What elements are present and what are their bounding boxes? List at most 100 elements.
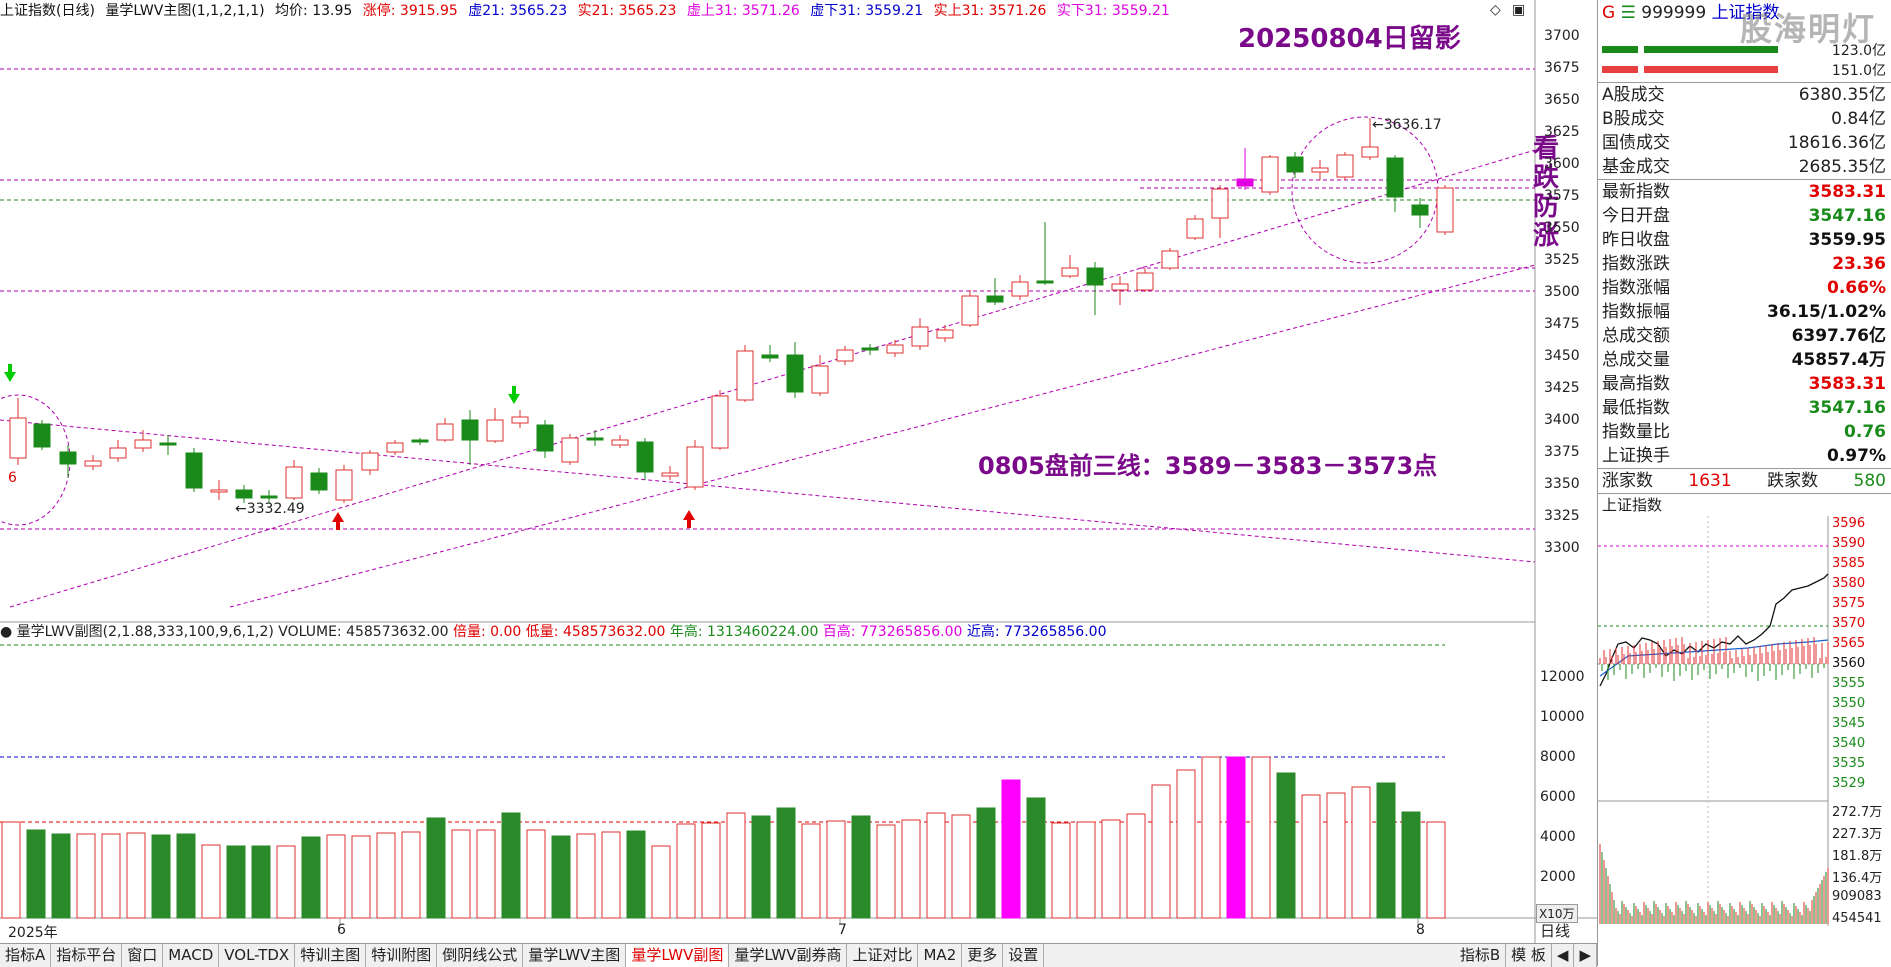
- scroll-right-button[interactable]: ▶: [1574, 944, 1597, 967]
- price-tick: 3375: [1544, 444, 1580, 460]
- volume-unit: X10万: [1536, 904, 1578, 923]
- candle: [1261, 156, 1279, 193]
- gear-icon[interactable]: ●: [0, 624, 13, 640]
- stock-name[interactable]: 上证指数: [1711, 3, 1780, 23]
- date-july: 7: [838, 922, 847, 938]
- price-tick: 3300: [1544, 540, 1580, 556]
- market-row-value: 2685.35亿: [1798, 157, 1886, 177]
- mini-price-tick: 3555: [1832, 676, 1866, 691]
- xuxia31: 虚下31: 3559.21: [810, 3, 924, 19]
- tab-template[interactable]: 模 板: [1506, 944, 1552, 967]
- index-name[interactable]: 上证指数(日线): [0, 3, 95, 19]
- avg-price: 均价: 13.95: [275, 3, 353, 19]
- volume-bar: [526, 829, 546, 919]
- date-august: 8: [1416, 922, 1425, 938]
- main-chart[interactable]: [0, 0, 1597, 943]
- tab-1[interactable]: 指标平台: [51, 944, 123, 967]
- price-tick: 3575: [1544, 188, 1580, 204]
- tab-14[interactable]: 设置: [1003, 944, 1045, 967]
- window-icon[interactable]: ▣: [1512, 2, 1526, 18]
- candle: [761, 354, 779, 359]
- mini-price-tick: 3545: [1832, 716, 1866, 731]
- volume-bar: [1176, 769, 1196, 919]
- candle: [310, 472, 328, 491]
- tab-8[interactable]: 量学LWV主图: [523, 944, 627, 967]
- market-row-value: 6380.35亿: [1798, 85, 1886, 105]
- period-label[interactable]: 日线: [1540, 922, 1571, 940]
- quote-row-value: 0.66%: [1827, 278, 1886, 298]
- tab-0[interactable]: 指标A: [0, 944, 52, 967]
- candle: [661, 472, 679, 477]
- tab-indicator-b[interactable]: 指标B: [1455, 944, 1507, 967]
- quote-row-label: 总成交量: [1602, 350, 1670, 370]
- tab-5[interactable]: 特训主图: [295, 944, 367, 967]
- quote-row: 指数量比 0.76: [1598, 420, 1891, 444]
- tab-6[interactable]: 特训附图: [366, 944, 438, 967]
- quote-row-value: 36.15/1.02%: [1767, 302, 1886, 322]
- limit-up: 涨停: 3915.95: [362, 3, 458, 19]
- tab-12[interactable]: MA2: [918, 944, 963, 967]
- candle: [536, 424, 554, 452]
- candle: [134, 439, 152, 449]
- tab-4[interactable]: VOL-TDX: [219, 944, 296, 967]
- quote-row: 指数涨幅 0.66%: [1598, 276, 1891, 300]
- quote-row-label: 指数涨跌: [1602, 254, 1670, 274]
- indicator-name[interactable]: 量学LWV主图(1,1,2,1,1): [105, 3, 265, 19]
- volume-bar: [1276, 772, 1296, 919]
- tab-7[interactable]: 倒阴线公式: [437, 944, 524, 967]
- tab-3[interactable]: MACD: [163, 944, 220, 967]
- candle: [936, 329, 954, 339]
- volume-bar: [501, 812, 521, 919]
- volume-bar: [726, 812, 746, 919]
- candle: [711, 395, 729, 449]
- small-value-2: 151.0亿: [1831, 63, 1886, 79]
- candle: [911, 326, 929, 347]
- down-label: 跌家数: [1767, 471, 1819, 491]
- candle: [335, 469, 353, 501]
- date-year: 2025年: [8, 925, 58, 941]
- diamond-icon[interactable]: ◇: [1490, 2, 1501, 18]
- volume-bar: [801, 823, 821, 919]
- stock-code[interactable]: 999999: [1641, 3, 1707, 23]
- mini-price-tick: 3550: [1832, 696, 1866, 711]
- mini-price-tick: 3529: [1832, 776, 1866, 791]
- candle: [1036, 280, 1054, 284]
- volume-bar: [76, 833, 96, 919]
- diliang-value: 低量: 458573632.00: [525, 624, 666, 640]
- candle: [33, 423, 51, 448]
- tab-11[interactable]: 上证对比: [847, 944, 919, 967]
- candle: [1311, 167, 1329, 173]
- scroll-left-button[interactable]: ◀: [1552, 944, 1575, 967]
- candle: [636, 441, 654, 473]
- candle: [1011, 281, 1029, 297]
- candle: [9, 417, 27, 459]
- tab-2[interactable]: 窗口: [122, 944, 164, 967]
- tab-9[interactable]: 量学LWV副图: [626, 944, 730, 967]
- intraday-mini-chart[interactable]: 3596 3590 3585 3580 3575 3570 3565 3560 3555 3550…: [1598, 516, 1891, 926]
- candle: [461, 419, 479, 441]
- quote-row-value: 45857.4万: [1791, 350, 1886, 370]
- three-lines-note: 0805盘前三线：3589－3583－3573点: [978, 452, 1438, 480]
- tab-13[interactable]: 更多: [962, 944, 1004, 967]
- sub-indicator-name[interactable]: 量学LWV副图(2,1.88,333,100,9,6,1,2): [16, 624, 274, 640]
- candle: [1186, 218, 1204, 239]
- volume-bar: [1051, 822, 1071, 919]
- quote-row-label: 总成交额: [1602, 326, 1670, 346]
- volume-bar: [951, 814, 971, 919]
- shi21: 实21: 3565.23: [577, 3, 677, 19]
- menu-icon[interactable]: ☰: [1620, 3, 1636, 23]
- candle: [486, 419, 504, 442]
- volume-bar: [1326, 792, 1346, 919]
- volume-tick: 2000: [1540, 869, 1576, 885]
- volume-bar: [851, 815, 871, 919]
- tab-10[interactable]: 量学LWV副券商: [729, 944, 848, 967]
- quote-header: G ☰ 999999 上证指数: [1598, 0, 1891, 26]
- up-label: 涨家数: [1602, 471, 1653, 491]
- price-tick: 3700: [1544, 28, 1580, 44]
- up-value: 1631: [1688, 471, 1732, 491]
- volume-bar: [626, 830, 646, 919]
- mini-price-tick: 3535: [1832, 756, 1866, 771]
- volume-bar: [351, 835, 371, 919]
- xu21: 虚21: 3565.23: [468, 3, 568, 19]
- candle: [386, 442, 404, 453]
